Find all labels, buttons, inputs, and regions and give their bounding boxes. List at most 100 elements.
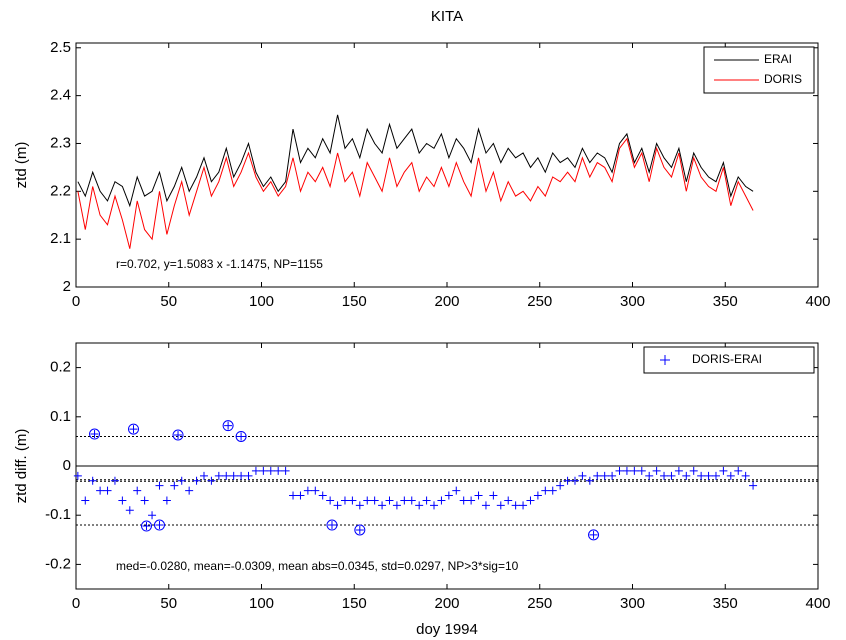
annotation: med=-0.0280, mean=-0.0309, mean abs=0.03…: [116, 559, 519, 573]
y-tick-label: 2: [63, 278, 71, 295]
y-tick-label: 0.2: [50, 359, 71, 376]
y-tick-label: 2.4: [50, 87, 71, 104]
data-point: [704, 471, 713, 480]
x-tick-label: 50: [160, 595, 177, 612]
data-point: [622, 466, 631, 475]
data-point: [318, 491, 327, 500]
data-point: [378, 501, 387, 510]
outlier-point: [588, 529, 600, 541]
outlier-point: [89, 428, 101, 440]
data-point: [266, 466, 275, 475]
data-point: [630, 466, 639, 475]
x-tick-label: 250: [527, 595, 552, 612]
outlier-point: [222, 420, 234, 432]
data-point: [363, 496, 372, 505]
x-tick-label: 200: [434, 595, 459, 612]
x-tick-label: 150: [342, 595, 367, 612]
data-point: [214, 471, 223, 480]
data-point: [415, 501, 424, 510]
data-point: [719, 466, 728, 475]
data-point: [511, 501, 520, 510]
data-point: [170, 481, 179, 490]
data-point: [593, 471, 602, 480]
legend-box: [643, 346, 815, 374]
data-point: [81, 496, 90, 505]
data-point: [259, 466, 268, 475]
data-point: [110, 476, 119, 485]
x-tick-label: 300: [620, 595, 645, 612]
data-line: [77, 137, 754, 249]
data-point: [148, 511, 157, 520]
x-tick-label: 200: [434, 293, 459, 310]
legend-swatch: [660, 355, 670, 365]
x-tick-label: 100: [249, 293, 274, 310]
data-point: [326, 496, 335, 505]
data-point: [467, 496, 476, 505]
data-point: [697, 471, 706, 480]
data-point: [682, 471, 691, 480]
data-point: [608, 471, 617, 480]
outlier-point: [326, 519, 338, 531]
data-point: [556, 481, 565, 490]
data-point: [303, 486, 312, 495]
data-point: [207, 476, 216, 485]
y-tick-label: 2.3: [50, 134, 71, 151]
data-point: [474, 491, 483, 500]
data-point: [660, 471, 669, 480]
data-point: [749, 481, 758, 490]
data-point: [222, 471, 231, 480]
data-point: [541, 486, 550, 495]
data-point: [289, 491, 298, 500]
data-point: [496, 501, 505, 510]
data-point: [229, 471, 238, 480]
data-point: [615, 466, 624, 475]
x-tick-label: 150: [342, 293, 367, 310]
legend-label: ERAI: [764, 52, 792, 66]
data-point: [645, 471, 654, 480]
y-tick-label: 2.2: [50, 182, 71, 199]
outlier-point: [128, 423, 140, 435]
data-point: [407, 496, 416, 505]
y-tick-label: -0.2: [45, 555, 71, 572]
data-point: [489, 491, 498, 500]
y-tick-label: -0.1: [45, 506, 71, 523]
data-point: [400, 496, 409, 505]
data-point: [459, 496, 468, 505]
x-tick-label: 50: [160, 293, 177, 310]
data-point: [370, 496, 379, 505]
outlier-point: [354, 524, 366, 536]
chart-title: KITA: [431, 8, 463, 25]
data-point: [667, 471, 676, 480]
data-point: [296, 491, 305, 500]
data-point: [237, 471, 246, 480]
data-point: [674, 466, 683, 475]
legend-label: DORIS-ERAI: [692, 352, 762, 366]
x-tick-label: 400: [805, 293, 830, 310]
data-point: [274, 466, 283, 475]
data-point: [578, 471, 587, 480]
legend-label: DORIS: [764, 72, 802, 86]
data-point: [281, 466, 290, 475]
data-point: [73, 471, 82, 480]
x-axis-label: doy 1994: [416, 621, 478, 638]
data-point: [741, 471, 750, 480]
legend-box: [703, 46, 815, 94]
y-tick-label: 0: [63, 457, 71, 474]
data-point: [430, 501, 439, 510]
x-tick-label: 100: [249, 595, 274, 612]
data-point: [118, 496, 127, 505]
data-point: [96, 486, 105, 495]
data-point: [140, 496, 149, 505]
data-line: [77, 114, 754, 208]
plot-area: [75, 42, 819, 288]
data-point: [311, 486, 320, 495]
data-point: [103, 486, 112, 495]
data-point: [88, 476, 97, 485]
outlier-point: [140, 520, 152, 532]
data-point: [444, 491, 453, 500]
data-point: [600, 471, 609, 480]
data-point: [185, 486, 194, 495]
x-tick-label: 300: [620, 293, 645, 310]
data-point: [251, 466, 260, 475]
